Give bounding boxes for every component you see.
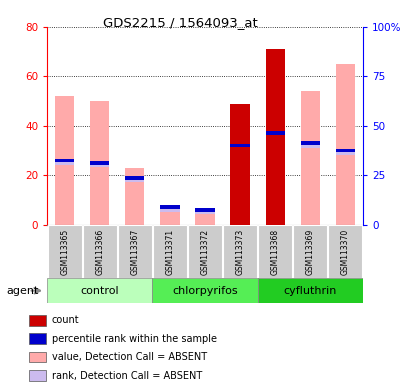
Bar: [300, 141, 319, 145]
Bar: [160, 205, 179, 209]
Text: value, Detection Call = ABSENT: value, Detection Call = ABSENT: [52, 352, 206, 362]
Bar: [125, 176, 144, 180]
Text: cyfluthrin: cyfluthrin: [283, 286, 336, 296]
Bar: [152, 278, 257, 303]
Bar: [160, 209, 179, 212]
Bar: [335, 152, 354, 155]
Text: GSM113370: GSM113370: [340, 229, 349, 275]
Text: GDS2215 / 1564093_at: GDS2215 / 1564093_at: [103, 17, 257, 30]
Bar: [230, 104, 249, 225]
Bar: [55, 162, 74, 165]
Text: GSM113366: GSM113366: [95, 229, 104, 275]
Text: GSM113365: GSM113365: [60, 229, 69, 275]
Text: control: control: [80, 286, 119, 296]
Bar: [292, 225, 327, 278]
Text: GSM113371: GSM113371: [165, 229, 174, 275]
Bar: [265, 131, 284, 135]
Bar: [90, 165, 109, 167]
Bar: [29, 352, 46, 362]
Text: percentile rank within the sample: percentile rank within the sample: [52, 334, 216, 344]
Bar: [90, 161, 109, 165]
Text: GSM113369: GSM113369: [305, 229, 314, 275]
Text: rank, Detection Call = ABSENT: rank, Detection Call = ABSENT: [52, 371, 201, 381]
Bar: [47, 225, 82, 278]
Bar: [55, 96, 74, 225]
Text: GSM113372: GSM113372: [200, 229, 209, 275]
Bar: [257, 278, 362, 303]
Bar: [335, 64, 354, 225]
Text: GSM113367: GSM113367: [130, 229, 139, 275]
Text: GSM113368: GSM113368: [270, 229, 279, 275]
Bar: [82, 225, 117, 278]
Text: chlorpyrifos: chlorpyrifos: [172, 286, 237, 296]
Bar: [300, 91, 319, 225]
Bar: [47, 278, 152, 303]
Bar: [327, 225, 362, 278]
Text: count: count: [52, 315, 79, 325]
Bar: [187, 225, 222, 278]
Bar: [160, 210, 179, 225]
Bar: [230, 144, 249, 147]
Bar: [117, 225, 152, 278]
Bar: [335, 149, 354, 152]
Bar: [222, 225, 256, 278]
Bar: [195, 208, 214, 212]
Bar: [29, 370, 46, 381]
Bar: [153, 225, 187, 278]
Bar: [195, 210, 214, 225]
Bar: [90, 101, 109, 225]
Bar: [300, 145, 319, 147]
Bar: [55, 159, 74, 162]
Bar: [195, 212, 214, 214]
Bar: [29, 333, 46, 344]
Bar: [257, 225, 292, 278]
Bar: [29, 315, 46, 326]
Bar: [265, 49, 284, 225]
Bar: [125, 168, 144, 225]
Text: agent: agent: [6, 286, 38, 296]
Text: GSM113373: GSM113373: [235, 229, 244, 275]
Bar: [125, 180, 144, 182]
Bar: [230, 104, 249, 225]
